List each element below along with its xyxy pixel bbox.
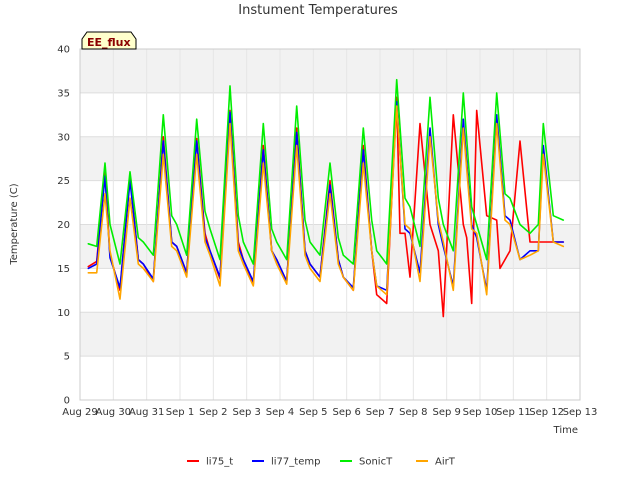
band-0	[80, 356, 580, 400]
y-tick-label: 0	[64, 396, 70, 407]
legend-label-SonicT: SonicT	[359, 457, 393, 468]
x-axis-label: Time	[553, 425, 578, 436]
band-25	[80, 136, 580, 181]
series-group	[87, 78, 565, 318]
x-tick-label: Sep 13	[563, 407, 598, 418]
x-tick-label: Aug 29	[62, 407, 97, 418]
band-35	[80, 49, 580, 93]
x-tick-label: Sep 3	[232, 407, 260, 418]
band-30	[80, 92, 580, 137]
x-tick-label: Sep 5	[299, 407, 327, 418]
y-axis-label: Temperature (C)	[9, 183, 20, 265]
series-line-SonicT	[87, 78, 565, 265]
y-tick-label: 20	[57, 220, 70, 231]
x-tick-label: Sep 10	[463, 407, 498, 418]
badge-label: EE_flux	[87, 36, 131, 49]
x-tick-label: Sep 1	[166, 407, 194, 418]
y-tick-label: 40	[57, 45, 70, 56]
band-10	[80, 268, 580, 313]
x-tick-label: Sep 8	[399, 407, 427, 418]
x-tick-label: Sep 12	[529, 407, 564, 418]
chart-title: Instument Temperatures	[238, 3, 398, 18]
plot-area	[79, 48, 581, 401]
x-tick-label: Sep 2	[199, 407, 227, 418]
ee-flux-badge: EE_flux	[81, 31, 137, 50]
plot-background	[80, 49, 580, 400]
x-tick-label: Sep 6	[332, 407, 360, 418]
y-tick-label: 15	[57, 264, 70, 275]
x-tick-label: Aug 30	[96, 407, 131, 418]
x-tick-label: Sep 4	[266, 407, 294, 418]
x-tick-label: Aug 31	[129, 407, 164, 418]
y-tick-labels: 0 5 10 15 20 25 30 35 40	[57, 45, 70, 407]
band-5	[80, 312, 580, 357]
x-tick-label: Sep 9	[432, 407, 460, 418]
y-tick-label: 30	[57, 132, 70, 143]
legend-label-li75_t: li75_t	[206, 457, 233, 468]
legend-label-li77_temp: li77_temp	[271, 457, 320, 468]
x-tick-label: Sep 11	[496, 407, 531, 418]
y-tick-label: 5	[64, 352, 70, 363]
legend: li75_t li77_temp SonicT AirT	[187, 457, 456, 468]
x-tick-label: Sep 7	[366, 407, 394, 418]
y-tick-label: 25	[57, 176, 70, 187]
band-15	[80, 224, 580, 269]
y-tick-label: 35	[57, 88, 70, 99]
series-line-AirT	[87, 105, 565, 300]
legend-label-AirT: AirT	[435, 457, 456, 468]
y-tick-label: 10	[57, 308, 70, 319]
